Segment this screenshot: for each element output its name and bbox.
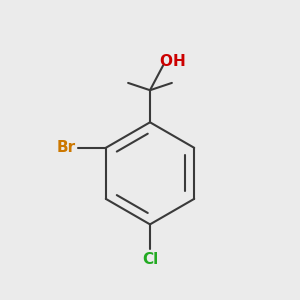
Text: H: H (173, 53, 185, 68)
Text: Br: Br (57, 140, 76, 155)
Text: Cl: Cl (142, 252, 158, 267)
Text: O: O (160, 53, 172, 68)
